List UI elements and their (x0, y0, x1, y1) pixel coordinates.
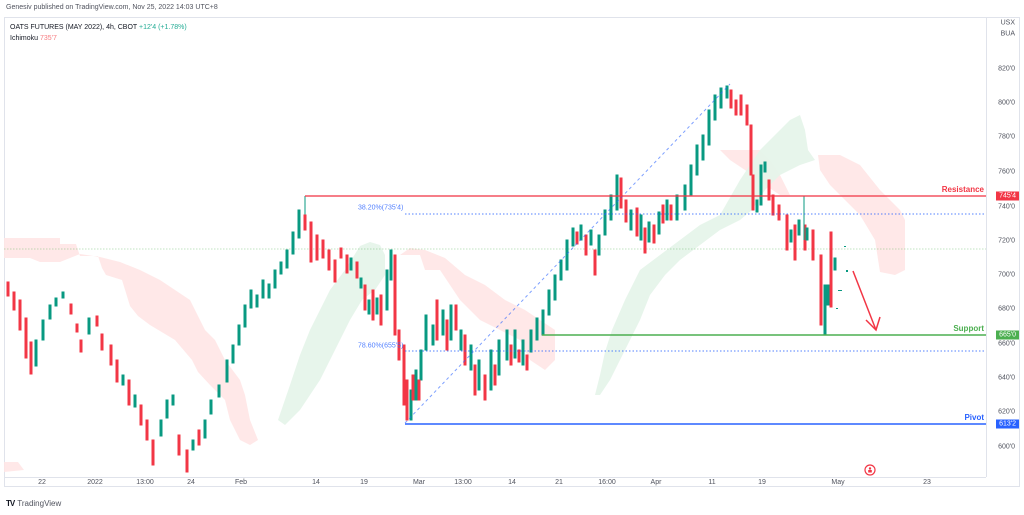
price-tick: 760'0 (998, 168, 1015, 176)
price-tick: 640'0 (998, 374, 1015, 382)
ichimoku-cloud-bearish (4, 150, 905, 472)
symbol-line[interactable]: OATS FUTURES (MAY 2022), 4h, CBOT +12'4 … (10, 22, 187, 33)
time-tick: 19 (360, 479, 368, 486)
currency-label-top: USX (1000, 19, 1015, 27)
price-tick: 820'0 (998, 65, 1015, 73)
price-tick: 700'0 (998, 271, 1015, 279)
fib-382-label: 38.20%(735'4) (358, 204, 404, 212)
fib-786-label: 78.60%(655'5) (358, 342, 404, 350)
chart-legend: OATS FUTURES (MAY 2022), 4h, CBOT +12'4 … (10, 22, 187, 44)
price-tick: 740'0 (998, 203, 1015, 211)
time-tick: 22 (38, 479, 46, 486)
time-tick: 14 (312, 479, 320, 486)
price-tick: 800'0 (998, 99, 1015, 107)
time-tick: 13:00 (454, 479, 472, 486)
indicator-value: 735'7 (39, 35, 57, 42)
candles (6, 85, 848, 473)
price-tick: 620'0 (998, 408, 1015, 416)
support-label: Support (953, 324, 984, 333)
price-tick: 720'0 (998, 237, 1015, 245)
publish-info: Genesiv published on TradingView.com, No… (6, 4, 218, 11)
price-tick: 780'0 (998, 133, 1015, 141)
time-tick: 21 (555, 479, 563, 486)
support-price-tag: 665'0 (996, 330, 1019, 340)
tradingview-brand[interactable]: TV TradingView (6, 499, 61, 508)
resistance-price-tag: 745'4 (996, 191, 1019, 201)
time-tick: Feb (234, 479, 248, 486)
price-tick: 660'0 (998, 340, 1015, 348)
time-tick: Apr (650, 479, 662, 486)
price-tick: 600'0 (998, 443, 1015, 451)
symbol-title: OATS FUTURES (MAY 2022), 4h, CBOT (10, 24, 138, 31)
pivot-price-tag: 613'2 (996, 419, 1019, 429)
time-tick: 16:00 (598, 479, 616, 486)
projection-arrow-icon[interactable] (852, 270, 881, 332)
time-tick: 14 (508, 479, 516, 486)
time-tick: 11 (708, 479, 716, 486)
time-tick: 23 (923, 479, 931, 486)
fib-trend-line[interactable] (404, 83, 731, 424)
event-marker-icon[interactable] (864, 464, 876, 476)
time-tick: 19 (758, 479, 766, 486)
time-tick: May (831, 479, 845, 486)
tradingview-logo-icon: TV (6, 499, 15, 508)
time-tick: 13:00 (136, 479, 154, 486)
time-tick: 2022 (87, 479, 103, 486)
price-tick: 680'0 (998, 305, 1015, 313)
indicator-line[interactable]: Ichimoku 735'7 (10, 33, 187, 44)
indicator-name: Ichimoku (10, 35, 39, 42)
time-axis[interactable]: 22 2022 13:00 24 Feb 14 19 Mar 13:00 14 … (4, 477, 986, 488)
resistance-label: Resistance (941, 185, 984, 194)
price-axis[interactable]: USX BUA 820'0 800'0 780'0 760'0 740'0 72… (986, 17, 1021, 477)
price-change: +12'4 (+1.78%) (139, 24, 187, 31)
time-tick: 24 (187, 479, 195, 486)
time-tick: Mar (412, 479, 426, 486)
currency-label-bottom: BUA (1000, 30, 1015, 38)
pivot-label: Pivot (964, 413, 984, 422)
brand-name: TradingView (17, 499, 62, 508)
